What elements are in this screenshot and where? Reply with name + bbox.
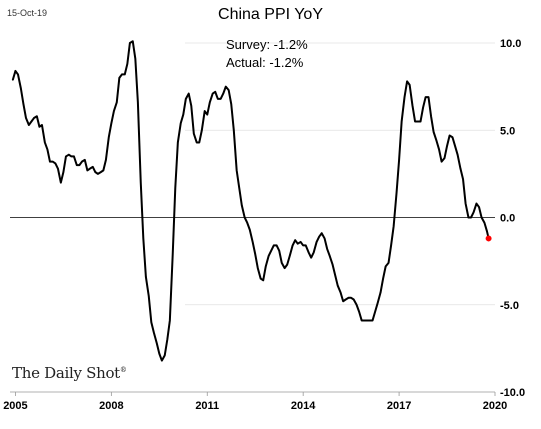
x-tick-label: 2020 (483, 400, 507, 412)
brand-logo: The Daily Shot® (12, 364, 127, 382)
x-tick-label: 2005 (3, 400, 27, 412)
survey-annotation: Survey: -1.2% (226, 37, 308, 52)
date-stamp: 15-Oct-19 (7, 8, 48, 18)
y-tick-label: 0.0 (500, 213, 515, 225)
brand-registered-mark: ® (119, 366, 127, 374)
series-line (11, 40, 490, 362)
x-tick-label: 2014 (291, 400, 316, 412)
x-tick-label: 2011 (195, 400, 219, 412)
y-tick-labels: -10.0 -5.0 0.0 5.0 10.0 (500, 38, 525, 399)
x-tick-label: 2017 (387, 400, 411, 412)
x-tick-label: 2008 (99, 400, 123, 412)
actual-annotation: Actual: -1.2% (226, 55, 304, 70)
y-tick-label: 5.0 (500, 125, 515, 137)
brand-name: The Daily Shot (12, 364, 120, 382)
last-point-marker (485, 235, 492, 242)
y-tick-label: 10.0 (500, 38, 521, 50)
gridlines (185, 42, 495, 306)
y-tick-label: -10.0 (500, 387, 525, 399)
y-tick-label: -5.0 (500, 300, 519, 312)
x-tick-marks (15, 392, 496, 396)
x-tick-labels: 2005 2008 2011 2014 2017 2020 (3, 400, 507, 412)
chart-title: China PPI YoY (218, 6, 323, 23)
